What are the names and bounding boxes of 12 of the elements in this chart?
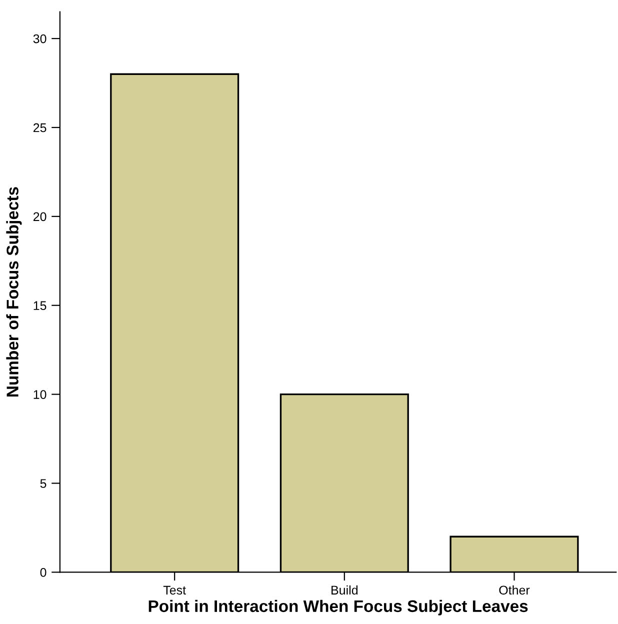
y-tick-label: 30 — [33, 34, 46, 44]
y-tick-label: 25 — [33, 123, 46, 132]
y-tick-label: 5 — [40, 479, 46, 488]
y-axis-title: Number of Focus Subjects — [6, 187, 22, 396]
y-tick-label: 20 — [33, 212, 46, 222]
x-tick-label: Other — [499, 585, 530, 595]
y-tick-label: 10 — [34, 390, 46, 399]
x-axis-title: Point in Interaction When Focus Subject Leaves — [148, 600, 528, 616]
y-tick-label: 15 — [34, 301, 46, 310]
x-tick-label: Test — [163, 586, 186, 595]
y-tick-label: 0 — [40, 568, 46, 577]
x-tick-label: Build — [332, 585, 358, 595]
